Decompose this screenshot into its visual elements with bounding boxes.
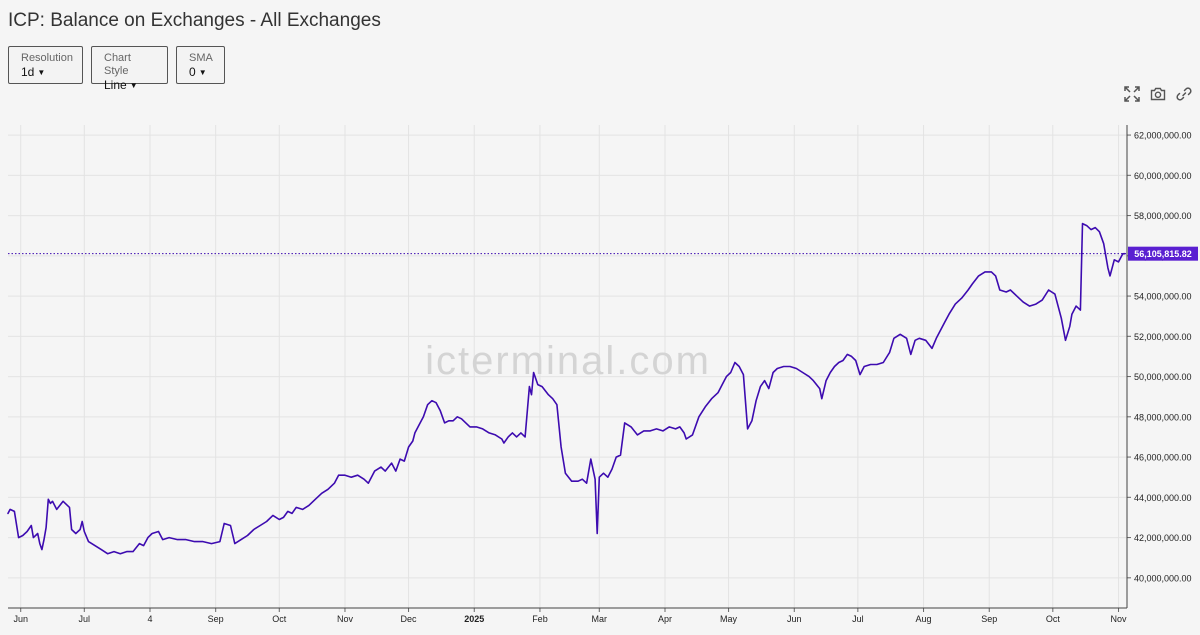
y-tick-label: 40,000,000.00 — [1134, 573, 1192, 583]
sma-label: SMA — [189, 52, 213, 64]
y-tick-label: 62,000,000.00 — [1134, 131, 1192, 141]
series-line — [7, 222, 1126, 555]
camera-icon[interactable] — [1150, 86, 1166, 102]
fullscreen-icon[interactable] — [1124, 86, 1140, 102]
resolution-dropdown[interactable]: Resolution 1d ▼ — [8, 46, 83, 84]
x-tick-label: Aug — [916, 614, 932, 624]
x-tick-label: Jul — [852, 614, 864, 624]
x-tick-label: Nov — [1111, 614, 1128, 624]
last-value-label: 56,105,815.82 — [1134, 249, 1192, 259]
x-tick-label: Dec — [401, 614, 418, 624]
x-tick-label: May — [720, 614, 738, 624]
y-tick-label: 42,000,000.00 — [1134, 533, 1192, 543]
caret-down-icon: ▼ — [129, 81, 138, 90]
chart-toolbar — [1124, 86, 1192, 102]
x-tick-label: Sep — [981, 614, 997, 624]
y-tick-label: 48,000,000.00 — [1134, 412, 1192, 422]
x-tick-label: Apr — [658, 614, 672, 624]
x-tick-label: 4 — [147, 614, 152, 624]
link-icon[interactable] — [1176, 86, 1192, 102]
y-tick-label: 58,000,000.00 — [1134, 211, 1192, 221]
y-tick-label: 46,000,000.00 — [1134, 453, 1192, 463]
sma-dropdown[interactable]: SMA 0 ▼ — [176, 46, 225, 84]
y-tick-label: 52,000,000.00 — [1134, 332, 1192, 342]
resolution-label: Resolution — [21, 52, 73, 64]
x-tick-label: Mar — [592, 614, 608, 624]
y-tick-label: 60,000,000.00 — [1134, 171, 1192, 181]
x-tick-label: Jun — [13, 614, 28, 624]
x-tick-label: Sep — [208, 614, 224, 624]
watermark: icterminal.com — [425, 339, 711, 383]
y-tick-label: 50,000,000.00 — [1134, 372, 1192, 382]
x-tick-label: Nov — [337, 614, 354, 624]
chart-style-label: Chart Style — [104, 52, 131, 77]
last-value-badge — [1128, 246, 1198, 261]
x-tick-label: Feb — [532, 614, 548, 624]
caret-down-icon: ▼ — [198, 68, 207, 77]
x-tick-label: 2025 — [464, 614, 484, 624]
chart-style-value: Line — [104, 78, 127, 92]
resolution-value: 1d — [21, 65, 35, 79]
y-tick-label: 54,000,000.00 — [1134, 292, 1192, 302]
sma-value: 0 — [189, 65, 196, 79]
chart-controls: Resolution 1d ▼ Chart Style Line ▼ SMA 0 ▼ — [8, 46, 225, 92]
x-tick-label: Jul — [79, 614, 91, 624]
x-tick-label: Oct — [272, 614, 287, 624]
y-tick-label: 44,000,000.00 — [1134, 493, 1192, 503]
page-title: ICP: Balance on Exchanges - All Exchange… — [8, 10, 381, 31]
caret-down-icon: ▼ — [37, 68, 46, 77]
x-tick-label: Jun — [787, 614, 802, 624]
x-tick-label: Oct — [1046, 614, 1061, 624]
chart-style-dropdown[interactable]: Chart Style Line ▼ — [91, 46, 168, 92]
